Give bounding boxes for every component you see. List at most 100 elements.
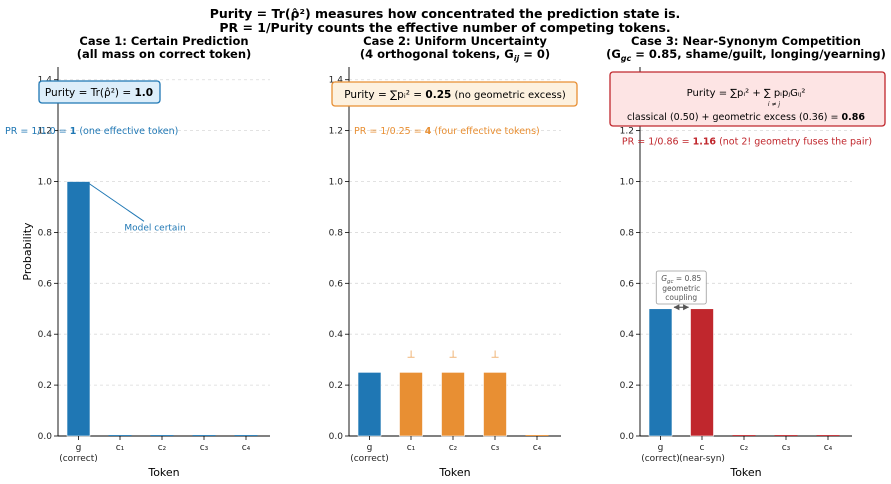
panel-title: Case 3: Near-Synonym Competition [631, 34, 861, 48]
x-tick-label: c₃ [782, 443, 791, 453]
formula-box [331, 81, 578, 107]
x-tick-sublabel: (near-syn) [679, 454, 725, 464]
y-tick-label: 0.0 [38, 432, 53, 442]
formula-value: 0.86 [842, 112, 866, 123]
coupling-line-2: geometric [662, 284, 700, 293]
y-tick-label: 1.2 [38, 127, 52, 137]
x-tick-label: g [76, 443, 82, 453]
pr-value: 1 [70, 126, 77, 137]
y-tick-label: 0.4 [38, 330, 53, 340]
x-tick-label: c₄ [824, 443, 833, 453]
y-tick-label: 1.0 [38, 178, 53, 188]
pr-text: PR = 1/0.86 = 1.16 (not 2! geometry fuse… [622, 136, 872, 147]
coupling-value: = 0.85 [674, 274, 702, 283]
x-tick-label: c [700, 443, 705, 453]
formula-line-2: classical (0.50) + geometric excess (0.3… [627, 112, 865, 123]
bar-4 [192, 435, 216, 436]
x-tick-label: c₁ [116, 443, 125, 453]
orthogonal-mark: ⊥ [407, 349, 416, 360]
pr-value: 4 [425, 126, 432, 137]
figure-title-line-2: PR = 1/Purity counts the effective numbe… [219, 20, 670, 35]
x-axis-label: Token [438, 466, 470, 479]
x-tick-sublabel: (correct) [59, 454, 98, 464]
formula-line-2-text: classical (0.50) + geometric excess (0.3… [627, 112, 841, 123]
subtitle-subscript: gc [621, 54, 632, 63]
y-tick-label: 0.2 [329, 381, 343, 391]
formula-label: Purity = ∑pᵢ² = [344, 89, 425, 101]
coupling-symbol: G [661, 274, 667, 283]
panel-1: Case 1: Certain Prediction(all mass on c… [5, 34, 270, 479]
y-tick-label: 0.6 [38, 279, 53, 289]
y-tick-label: 0.2 [620, 381, 634, 391]
y-tick-label: 1.4 [329, 76, 344, 86]
bar-4 [483, 372, 507, 437]
formula-line-1: Purity = ∑pᵢ² + ∑ pᵢpⱼGᵢⱼ² [687, 88, 806, 99]
y-tick-label: 0.0 [620, 432, 635, 442]
annotation-label: Model certain [124, 223, 185, 233]
y-tick-label: 1.0 [620, 178, 635, 188]
panel-title: Case 1: Certain Prediction [79, 34, 248, 48]
y-tick-label: 0.6 [329, 279, 344, 289]
x-tick-sublabel: (correct) [350, 454, 389, 464]
pr-suffix: (one effective token) [76, 126, 178, 137]
y-axis-label: Probability [21, 222, 34, 281]
pr-value: 1.16 [693, 136, 717, 147]
pr-prefix: PR = 1/0.25 = [354, 126, 425, 137]
x-tick-sublabel: (correct) [641, 454, 680, 464]
x-tick-label: c₂ [740, 443, 749, 453]
formula-label: Purity = Tr(ρ̂²) = [45, 87, 135, 99]
panels: Case 1: Certain Prediction(all mass on c… [5, 34, 886, 479]
y-tick-label: 1.2 [620, 127, 634, 137]
y-tick-label: 0.4 [329, 330, 344, 340]
pr-text: PR = 1/1.0 = 1 (one effective token) [5, 126, 178, 137]
figure-title-line-1: Purity = Tr(ρ̂²) measures how concentrat… [210, 6, 681, 21]
formula-text: Purity = ∑pᵢ² + ∑ pᵢpⱼGᵢⱼ² [687, 88, 806, 99]
formula-suffix: (no geometric excess) [451, 90, 566, 101]
subtitle-end: = 0.85, shame/guilt, longing/yearning) [631, 47, 886, 61]
formula-sum-index: i ≠ j [768, 101, 781, 108]
pr-text: PR = 1/0.25 = 4 (four effective tokens) [354, 126, 540, 137]
bar-3 [732, 435, 756, 436]
coupling-box [655, 270, 707, 305]
formula-value: 0.25 [425, 89, 451, 101]
y-tick-label: 0.8 [620, 228, 635, 238]
x-tick-label: c₄ [242, 443, 251, 453]
y-tick-label: 0.8 [329, 228, 344, 238]
orthogonal-mark: ⊥ [449, 349, 458, 360]
y-tick-label: 0.0 [329, 432, 344, 442]
x-tick-label: c₃ [200, 443, 209, 453]
y-tick-label: 0.6 [620, 279, 635, 289]
subtitle-text: (4 orthogonal tokens, G [360, 47, 514, 61]
subtitle-text: (G [606, 47, 621, 61]
bar-1 [66, 181, 91, 437]
formula-text: Purity = Tr(ρ̂²) = 1.0 [45, 87, 153, 99]
panel-subtitle: (all mass on correct token) [77, 47, 252, 61]
subtitle-subscript: ij [514, 54, 520, 63]
y-tick-label: 0.2 [38, 381, 52, 391]
x-tick-label: c₁ [407, 443, 416, 453]
bar-4 [774, 435, 798, 436]
bar-5 [816, 435, 840, 436]
bar-2 [690, 308, 714, 437]
annotation-arrow [88, 183, 145, 222]
panel-subtitle: (Ggc = 0.85, shame/guilt, longing/yearni… [606, 47, 886, 63]
formula-box [38, 80, 161, 104]
pr-prefix: PR = 1/0.86 = [622, 136, 693, 147]
formula-value: 1.0 [134, 87, 153, 99]
y-tick-label: 0.4 [620, 330, 635, 340]
orthogonal-mark: ⊥ [491, 349, 500, 360]
coupling-line-3: coupling [665, 293, 697, 302]
x-tick-label: c₃ [491, 443, 500, 453]
x-tick-label: g [658, 443, 664, 453]
bar-5 [525, 435, 549, 436]
coupling-line-1: Ggc = 0.85 [661, 274, 701, 285]
bar-5 [234, 435, 258, 436]
x-axis-label: Token [147, 466, 179, 479]
y-tick-label: 1.0 [329, 178, 344, 188]
y-tick-label: 0.8 [38, 228, 53, 238]
pr-prefix: PR = 1/1.0 = [5, 126, 70, 137]
bar-2 [108, 435, 132, 436]
bar-2 [399, 372, 423, 437]
